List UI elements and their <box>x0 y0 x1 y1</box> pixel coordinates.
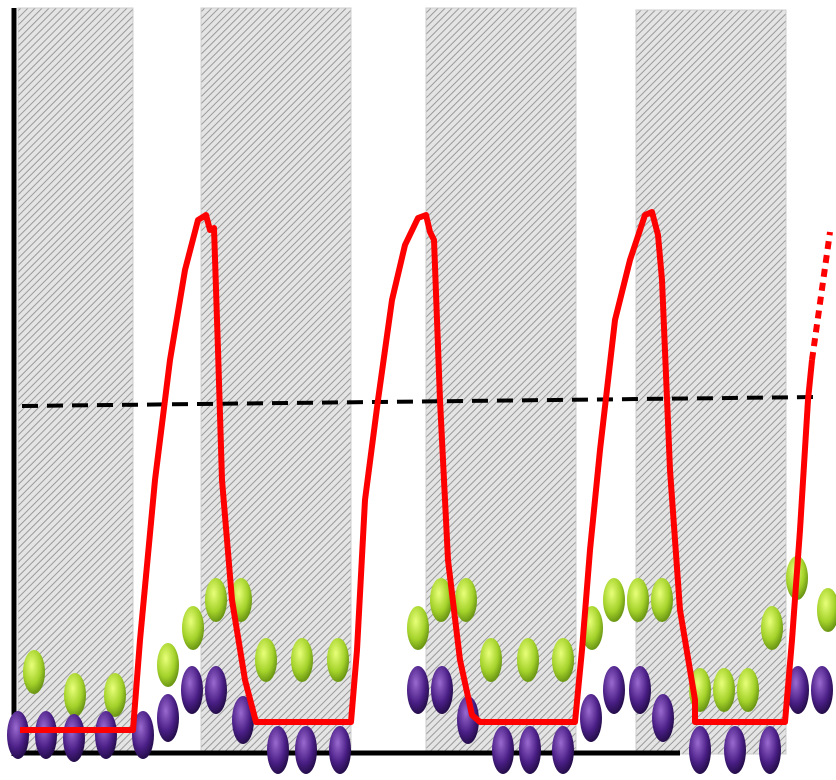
green-particle <box>182 606 204 650</box>
purple-particle <box>267 726 289 774</box>
green-particle <box>327 638 349 682</box>
green-particle <box>291 638 313 682</box>
green-particle <box>552 638 574 682</box>
purple-particle <box>492 726 514 774</box>
green-particle <box>480 638 502 682</box>
green-particle <box>255 638 277 682</box>
green-particle <box>627 578 649 622</box>
shaded-period <box>635 9 787 755</box>
shaded-period <box>200 7 352 753</box>
green-particle <box>430 578 452 622</box>
purple-particle <box>811 666 833 714</box>
particles <box>7 556 836 774</box>
purple-particle <box>689 726 711 774</box>
purple-particle <box>329 726 351 774</box>
purple-particle <box>181 666 203 714</box>
purple-particle <box>232 696 254 744</box>
threshold-line <box>21 395 819 408</box>
purple-particle <box>7 711 29 759</box>
purple-particle <box>724 726 746 774</box>
purple-particle <box>580 694 602 742</box>
green-particle <box>157 643 179 687</box>
purple-particle <box>407 666 429 714</box>
purple-particle <box>431 666 453 714</box>
green-particle <box>23 650 45 694</box>
green-particle <box>517 638 539 682</box>
purple-particle <box>35 711 57 759</box>
green-particle <box>104 673 126 717</box>
purple-particle <box>157 694 179 742</box>
shaded-periods <box>17 7 787 755</box>
purple-particle <box>132 711 154 759</box>
green-particle <box>205 578 227 622</box>
purple-particle <box>95 711 117 759</box>
purple-particle <box>552 726 574 774</box>
green-particle <box>64 673 86 717</box>
purple-particle <box>603 666 625 714</box>
purple-particle <box>205 666 227 714</box>
green-particle <box>817 588 836 632</box>
purple-particle <box>295 726 317 774</box>
signal-projection <box>809 231 833 361</box>
signal-curve <box>20 209 815 733</box>
green-particle <box>651 578 673 622</box>
green-particle <box>737 668 759 712</box>
green-particle <box>407 606 429 650</box>
purple-particle <box>759 726 781 774</box>
green-particle <box>603 578 625 622</box>
green-particle <box>455 578 477 622</box>
purple-particle <box>652 694 674 742</box>
purple-particle <box>63 714 85 762</box>
green-particle <box>761 606 783 650</box>
green-particle <box>713 668 735 712</box>
purple-particle <box>629 666 651 714</box>
shaded-period <box>425 7 577 753</box>
shaded-period <box>17 7 134 753</box>
purple-particle <box>787 666 809 714</box>
purple-particle <box>519 726 541 774</box>
